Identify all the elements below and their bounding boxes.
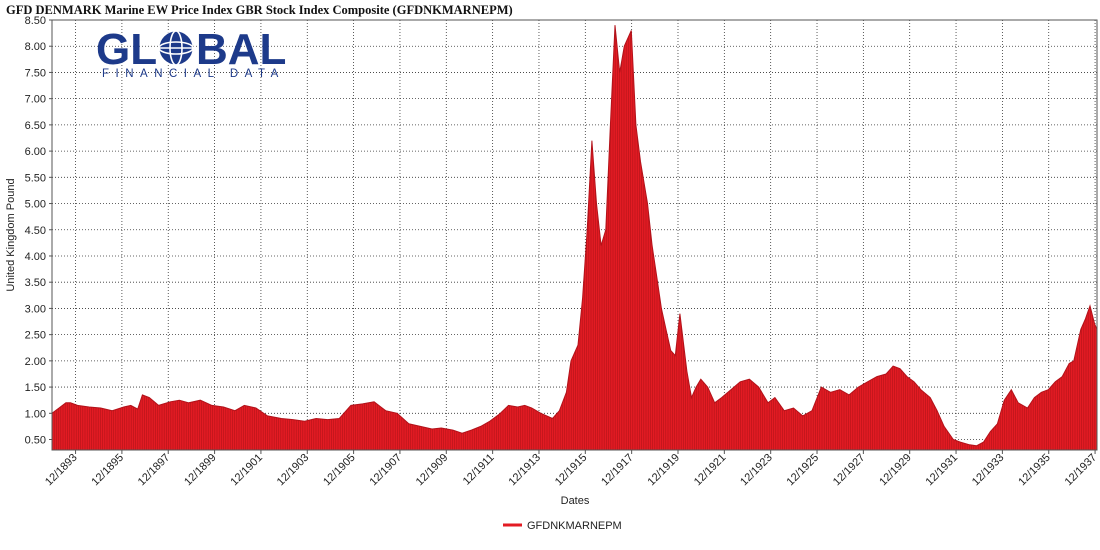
x-tick-label: 12/1915 xyxy=(553,452,590,489)
x-tick-label: 12/1919 xyxy=(646,452,683,489)
series-area-fill xyxy=(52,25,1097,450)
y-tick-label: 0.50 xyxy=(25,435,46,447)
y-tick-label: 1.50 xyxy=(25,382,46,394)
x-tick-label: 12/1897 xyxy=(136,452,173,489)
y-axis-title: United Kingdom Pound xyxy=(5,178,17,291)
y-tick-label: 6.00 xyxy=(25,146,46,158)
x-tick-label: 12/1923 xyxy=(738,452,775,489)
plot-frame xyxy=(51,19,1098,451)
x-tick-label: 12/1913 xyxy=(506,452,543,489)
legend[interactable]: GFDNKMARNEPM xyxy=(503,520,622,532)
x-tick-label: 12/1917 xyxy=(599,452,636,489)
x-tick-label: 12/1899 xyxy=(182,452,219,489)
x-axis-title: Dates xyxy=(561,495,590,507)
y-tick-label: 5.00 xyxy=(25,199,46,211)
x-tick-label: 12/1901 xyxy=(228,452,265,489)
y-tick-label: 2.50 xyxy=(25,330,46,342)
y-tick-label: 7.00 xyxy=(25,94,46,106)
legend-label: GFDNKMARNEPM xyxy=(527,520,622,532)
y-tick-label: 5.50 xyxy=(25,172,46,184)
y-tick-label: 8.50 xyxy=(25,15,46,27)
x-tick-label: 12/1895 xyxy=(89,452,126,489)
y-tick-label: 3.50 xyxy=(25,277,46,289)
x-tick-label: 12/1911 xyxy=(461,452,497,488)
x-tick-label: 12/1903 xyxy=(275,452,312,489)
x-tick-label: 12/1929 xyxy=(877,452,914,489)
x-tick-label: 12/1933 xyxy=(970,452,1007,489)
y-tick-label: 3.00 xyxy=(25,303,46,315)
x-tick-label: 12/1931 xyxy=(924,452,961,489)
y-tick-label: 2.00 xyxy=(25,356,46,368)
x-tick-label: 12/1927 xyxy=(831,452,868,489)
x-tick-label: 12/1925 xyxy=(785,452,822,489)
x-tick-label: 12/1921 xyxy=(692,452,729,489)
y-tick-label: 4.50 xyxy=(25,225,46,237)
y-tick-label: 7.50 xyxy=(25,67,46,79)
x-tick-label: 12/1935 xyxy=(1016,452,1053,489)
x-tick-label: 12/1905 xyxy=(321,452,358,489)
logo-word-right: BAL xyxy=(196,25,286,74)
x-tick-label: 12/1907 xyxy=(367,452,404,489)
logo-word-left: GL xyxy=(96,25,157,74)
y-tick-label: 8.00 xyxy=(25,41,46,53)
y-axis: 0.50 1.00 1.50 2.00 2.50 3.00 3.50 4.00 4.50 5.00… xyxy=(25,15,52,447)
y-tick-label: 4.00 xyxy=(25,251,46,263)
global-financial-data-logo: GL BAL FINANCIAL DATA xyxy=(96,25,286,80)
logo-tagline: FINANCIAL DATA xyxy=(102,68,285,80)
globe-icon xyxy=(158,30,194,66)
x-axis: 12/1893 12/1895 12/1897 12/1899 12/1901 12/19… xyxy=(43,450,1099,488)
x-tick-label: 12/1909 xyxy=(414,452,451,489)
series-line xyxy=(51,25,1098,447)
y-tick-label: 1.00 xyxy=(25,408,46,420)
chart-title: GFD DENMARK Marine EW Price Index GBR St… xyxy=(6,3,513,17)
x-tick-label: 12/1937 xyxy=(1063,452,1100,489)
y-tick-label: 6.50 xyxy=(25,120,46,132)
x-tick-label: 12/1893 xyxy=(43,452,80,489)
